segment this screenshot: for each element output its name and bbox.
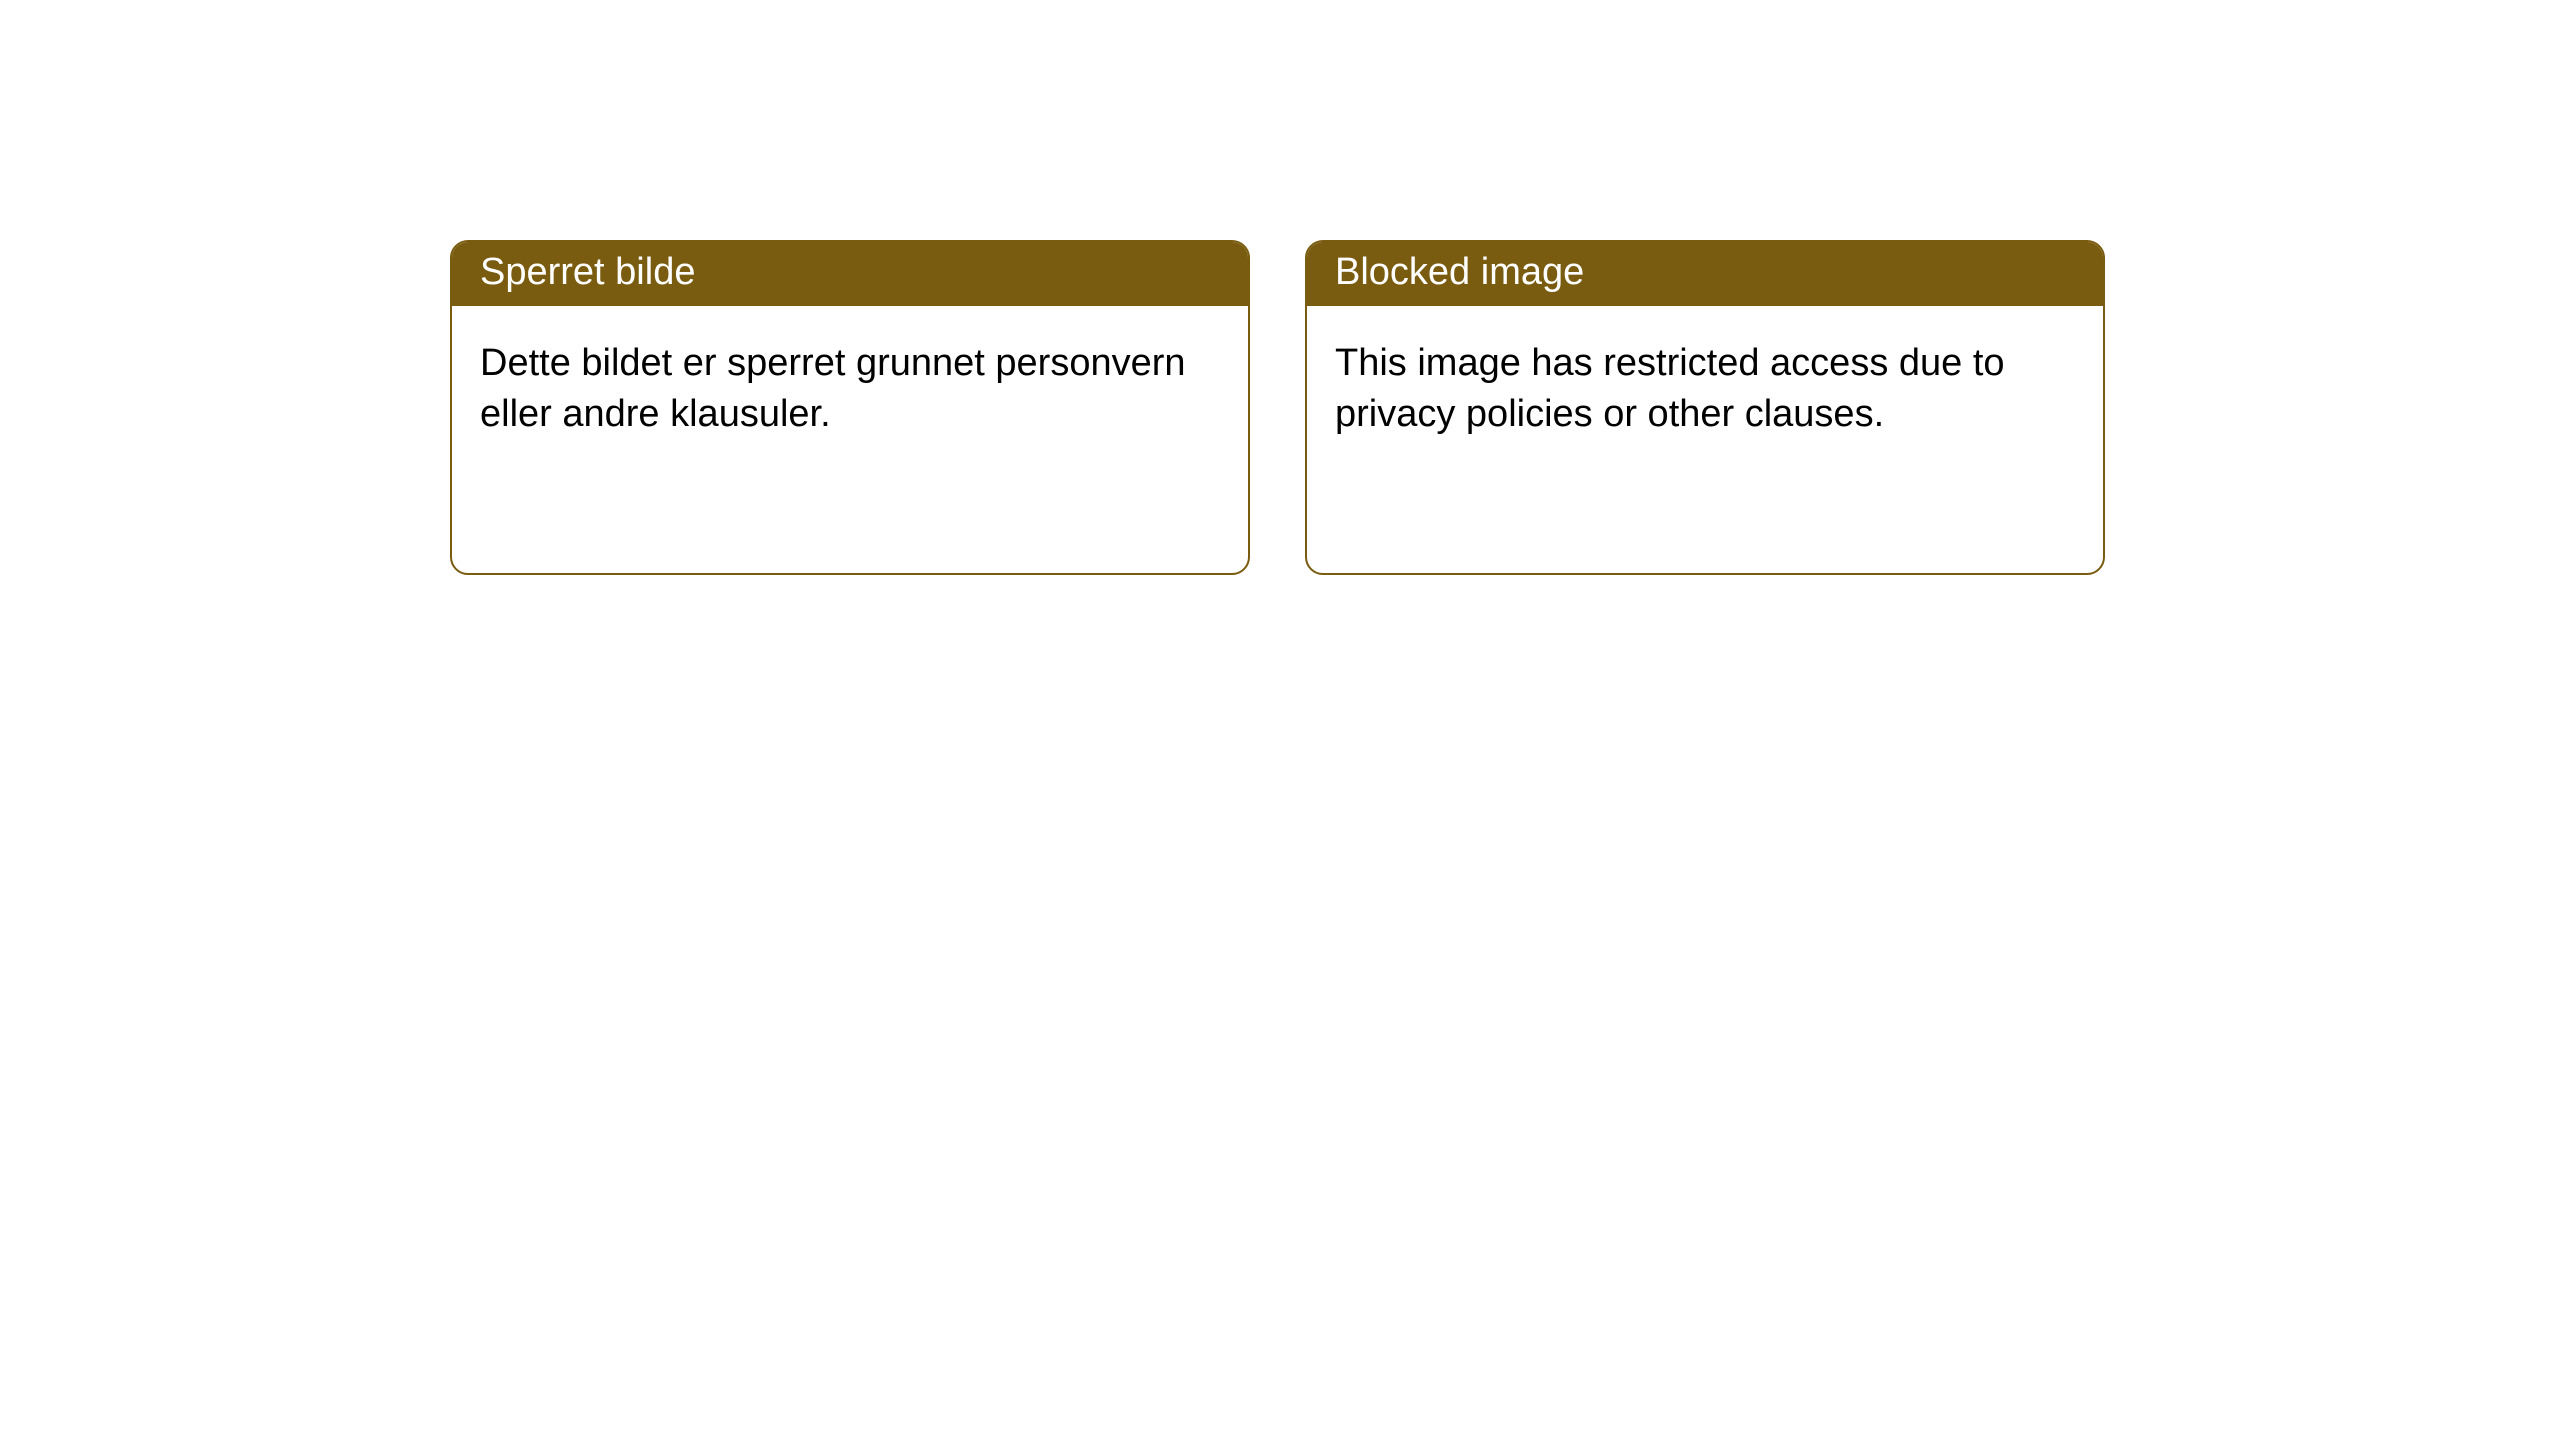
card-title-norwegian: Sperret bilde	[452, 242, 1248, 306]
blocked-image-card-english: Blocked image This image has restricted …	[1305, 240, 2105, 575]
blocked-image-card-norwegian: Sperret bilde Dette bildet er sperret gr…	[450, 240, 1250, 575]
card-body-english: This image has restricted access due to …	[1307, 306, 2103, 473]
card-body-norwegian: Dette bildet er sperret grunnet personve…	[452, 306, 1248, 473]
card-title-english: Blocked image	[1307, 242, 2103, 306]
notice-container: Sperret bilde Dette bildet er sperret gr…	[0, 0, 2560, 575]
